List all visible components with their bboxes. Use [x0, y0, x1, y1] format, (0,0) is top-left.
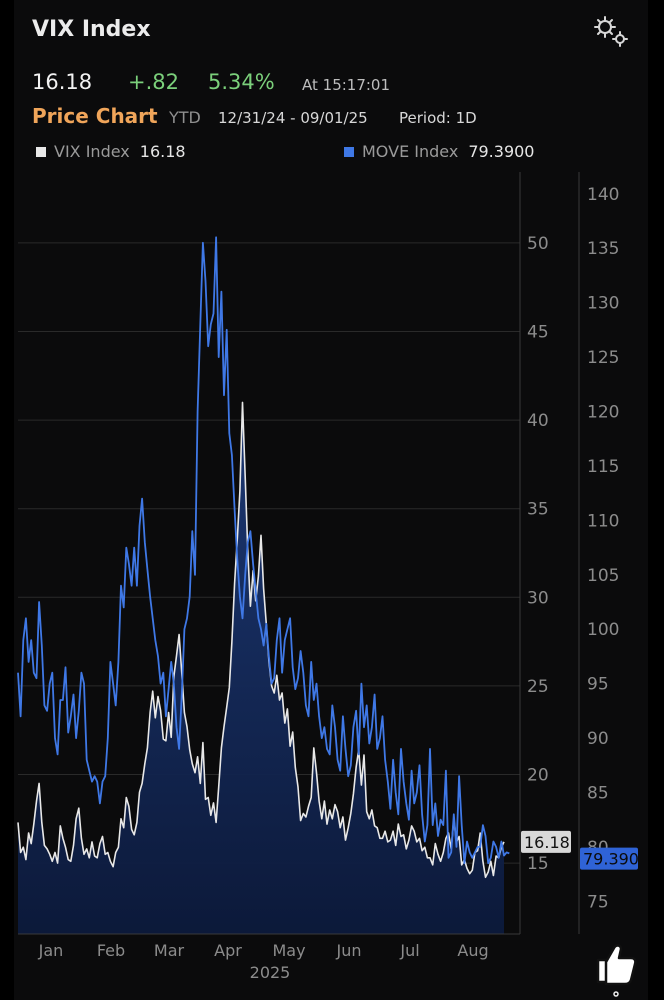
x-tick-label: Jul — [399, 941, 419, 960]
x-tick-label: Feb — [97, 941, 125, 960]
legend-value-vix: 16.18 — [139, 142, 186, 161]
last-price: 16.18 — [32, 70, 93, 94]
quote-time: At 15:17:01 — [302, 76, 391, 94]
move-last-value-box — [580, 847, 638, 870]
legend-item-vix[interactable]: VIX Index 16.18 — [36, 142, 186, 161]
series-line-vix — [17, 401, 505, 879]
x-tick-label: Apr — [214, 941, 242, 960]
right-tick-label: 95 — [587, 675, 609, 695]
x-tick-label: Jan — [38, 941, 64, 960]
right-tick-label: 120 — [587, 402, 619, 422]
x-tick-label: May — [272, 941, 305, 960]
x-tick-label: Jun — [336, 941, 362, 960]
right-tick-label: 115 — [587, 457, 619, 477]
right-tick-label: 135 — [587, 239, 619, 259]
left-tick-label: 35 — [527, 500, 549, 520]
page-title: VIX Index — [32, 17, 151, 42]
x-tick-label: Mar — [154, 941, 185, 960]
gear-icon[interactable] — [592, 14, 632, 50]
left-tick-label: 45 — [527, 322, 549, 342]
legend-value-move: 79.3900 — [468, 142, 535, 161]
price-change: +.82 — [128, 70, 179, 94]
period-selector[interactable]: Period: 1D — [399, 109, 477, 127]
date-range[interactable]: 12/31/24 - 09/01/25 — [218, 109, 368, 127]
legend-item-move[interactable]: MOVE Index 79.3900 — [344, 142, 534, 161]
left-tick-label: 25 — [527, 677, 549, 697]
thumbs-up-icon[interactable] — [592, 936, 640, 998]
vix-last-value-box — [521, 830, 571, 853]
legend-label-move: MOVE Index — [362, 142, 459, 161]
right-tick-label: 130 — [587, 294, 619, 314]
left-tick-label: 50 — [527, 234, 549, 254]
x-axis-year-label: 2025 — [250, 963, 291, 982]
right-tick-label: 85 — [587, 783, 609, 803]
x-tick-label: Aug — [457, 941, 488, 960]
right-tick-label: 105 — [587, 566, 619, 586]
right-tick-label: 100 — [587, 620, 619, 640]
series-line-move — [17, 236, 510, 865]
chart-subtitle: Price Chart — [32, 104, 158, 128]
series-area-vix — [18, 402, 504, 934]
legend-label-vix: VIX Index — [54, 142, 130, 161]
right-tick-label: 90 — [587, 729, 609, 749]
left-tick-label: 20 — [527, 766, 549, 786]
move-last-value-label: 79.390 — [583, 850, 639, 869]
right-tick-label: 125 — [587, 348, 619, 368]
left-tick-label: 30 — [527, 588, 549, 608]
left-tick-label: 15 — [527, 854, 549, 874]
range-mode[interactable]: YTD — [169, 108, 201, 127]
left-tick-label: 40 — [527, 411, 549, 431]
right-tick-label: 140 — [587, 185, 619, 205]
vix-last-value-label: 16.18 — [524, 833, 570, 852]
right-tick-label: 110 — [587, 511, 619, 531]
legend-swatch-move — [344, 146, 354, 157]
right-tick-label: 75 — [587, 892, 609, 912]
price-change-percent: 5.34% — [208, 70, 275, 94]
legend-swatch-vix — [36, 146, 46, 157]
